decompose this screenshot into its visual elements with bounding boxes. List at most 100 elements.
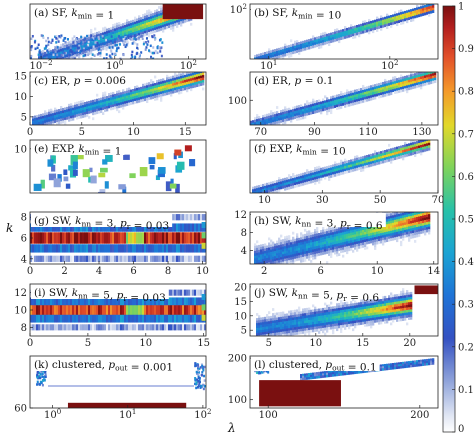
heat-cell [32,303,35,317]
heat-cell [78,111,81,114]
heat-cell [55,37,58,40]
heat-cell [386,154,389,158]
heat-cell [188,1,190,4]
heat-cell [384,237,387,240]
heat-cell [364,99,367,103]
heat-cell [174,23,177,27]
heat-cell [136,43,139,46]
heat-cell [96,36,99,40]
heat-cell [106,223,109,232]
heat-cell [398,231,401,235]
heat-cell [165,181,172,192]
heat-cell [288,44,291,48]
heat-cell [414,222,417,226]
heat-cell [292,178,295,181]
heat-cell [290,39,293,43]
heat-cell [254,268,256,271]
heat-cell [142,223,145,232]
heat-cell [110,99,113,103]
heat-cell [128,244,131,253]
heat-cell [420,231,423,234]
heat-cell [306,240,309,244]
heat-cell [396,151,399,155]
heat-cell [298,110,301,113]
heat-cell [34,244,37,253]
heat-cell [282,244,285,247]
heat-cell [66,52,69,55]
heat-cell [372,227,375,231]
heat-cell [270,55,273,59]
heat-cell [428,11,431,15]
heat-cell [274,183,277,186]
heat-cell [378,156,381,160]
heat-cell [84,45,87,49]
heat-cell [54,115,57,118]
heat-cell [198,223,201,232]
heat-cell [354,89,357,93]
heat-cell [364,165,367,169]
heat-cell [56,232,59,244]
heat-cell [32,297,35,306]
heat-cell [422,13,425,16]
heat-cell [192,80,195,84]
heat-cell [414,205,416,208]
heat-cell [322,42,325,46]
heat-cell [414,80,417,84]
heat-cell [40,297,43,306]
heat-cell [102,36,105,39]
heat-cell [138,30,141,34]
heat-cell [158,94,161,98]
heat-cell [318,233,321,236]
heat-cell [416,77,419,81]
heat-cell [58,109,61,112]
heat-cell [274,56,277,59]
heat-cell [122,232,125,244]
heat-cell [404,18,407,22]
heat-cell [184,82,187,86]
heat-cell [372,20,375,24]
heat-cell [160,46,163,49]
heat-cell [64,55,67,58]
heat-cell [88,108,91,112]
heat-cell [262,261,265,264]
heat-cell [83,38,86,41]
heat-cell [338,94,341,97]
heat-cell [420,152,423,156]
heat-cell [360,232,363,236]
heat-cell [62,112,65,116]
heat-cell [418,140,421,144]
x-tick-label: 10 [196,266,209,277]
heat-cell [342,97,345,101]
heat-cell [254,250,257,254]
heat-cell [38,303,41,317]
heat-cell [152,324,155,331]
heat-cell [138,223,141,232]
heat-cell [96,314,99,323]
heat-cell [176,303,179,317]
heat-cell [134,19,137,22]
heat-cell [98,47,101,50]
heat-cell [278,262,281,264]
heat-cell [326,246,329,249]
heat-cell [424,12,427,16]
heat-cell [80,110,83,114]
heat-cell [34,131,36,134]
heat-cell [400,81,403,85]
heat-cell [188,232,191,244]
heat-cell [280,183,283,187]
heat-cell [424,208,426,211]
heat-cell [111,52,114,56]
heat-cell [390,213,393,217]
heat-cell [388,233,391,237]
heat-cell [296,47,299,51]
heat-cell [99,54,102,57]
heat-cell [386,18,389,22]
panel-f: 10 30 50 70(f) EXP, kmin = 10 [249,139,444,206]
heat-cell [178,324,181,331]
heat-cell [336,107,339,110]
heat-cell [376,83,379,87]
heat-cell [376,91,379,94]
heat-cell [56,53,59,57]
heat-cell [176,74,179,78]
heat-cell [290,109,293,113]
